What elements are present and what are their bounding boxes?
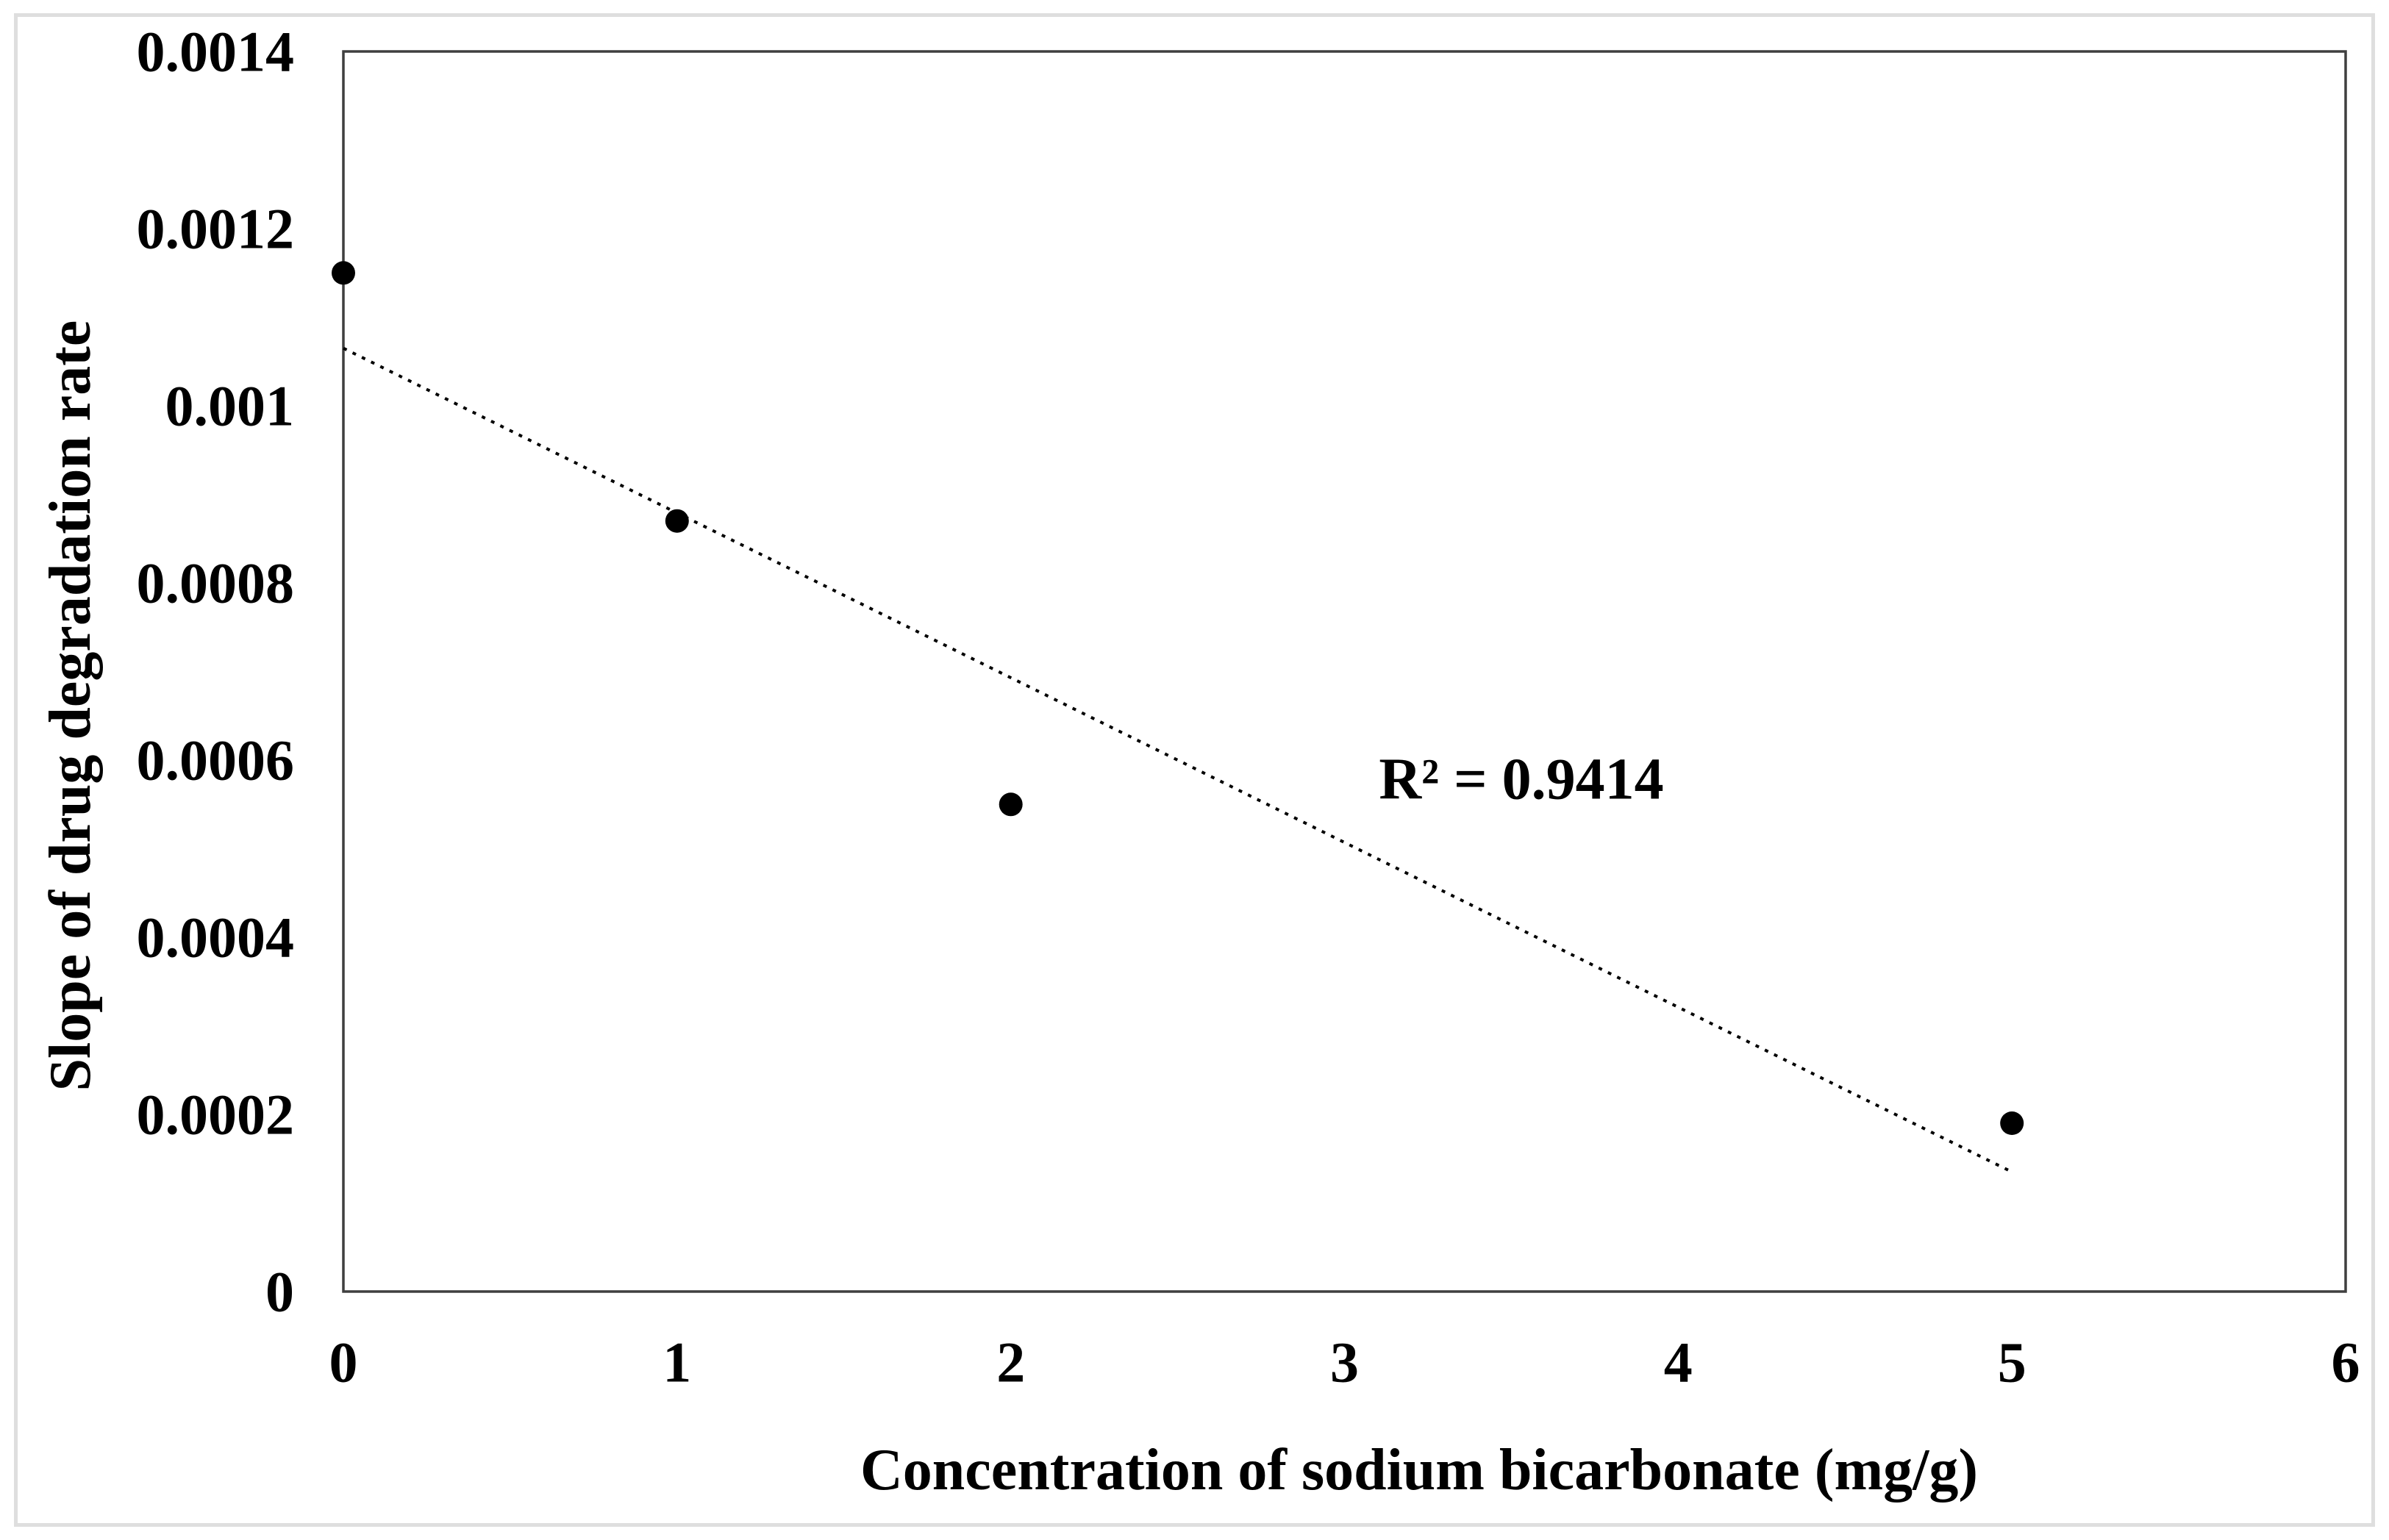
y-tick-label-group: 0 0.0002 0.0004 0.0006 0.0008 0.001 0.0012 0.00… bbox=[137, 20, 295, 1324]
data-point bbox=[2000, 1111, 2024, 1135]
y-tick-label: 0.0002 bbox=[137, 1083, 295, 1147]
x-tick-label: 4 bbox=[1664, 1331, 1693, 1394]
x-tick-label: 0 bbox=[329, 1331, 358, 1394]
y-axis-title: Slope of drug degradation rate bbox=[38, 320, 103, 1092]
data-point bbox=[665, 509, 689, 533]
trendline bbox=[343, 346, 2013, 1174]
x-tick-label: 6 bbox=[2332, 1331, 2360, 1394]
y-tick-label: 0.0006 bbox=[137, 728, 295, 792]
x-axis-title: Concentration of sodium bicarbonate (mg/… bbox=[860, 1438, 1978, 1503]
x-tick-label: 5 bbox=[1998, 1331, 2026, 1394]
y-tick-label: 0 bbox=[265, 1260, 294, 1324]
y-tick-label: 0.0014 bbox=[137, 20, 295, 84]
trendline-group bbox=[343, 346, 2013, 1174]
data-point bbox=[332, 261, 355, 285]
y-tick-label: 0.0012 bbox=[137, 197, 295, 261]
data-point bbox=[999, 792, 1023, 817]
x-tick-label: 2 bbox=[996, 1331, 1025, 1394]
data-point-group bbox=[332, 261, 2024, 1135]
y-tick-label: 0.001 bbox=[165, 374, 295, 438]
x-tick-label: 3 bbox=[1330, 1331, 1359, 1394]
r-squared-annotation: R² = 0.9414 bbox=[1379, 748, 1663, 812]
y-tick-label: 0.0008 bbox=[137, 551, 295, 615]
y-tick-label: 0.0004 bbox=[137, 906, 295, 970]
x-tick-label-group: 0 1 2 3 4 5 6 bbox=[329, 1331, 2360, 1394]
plot-area-border bbox=[342, 50, 2347, 1293]
x-tick-label: 1 bbox=[663, 1331, 691, 1394]
